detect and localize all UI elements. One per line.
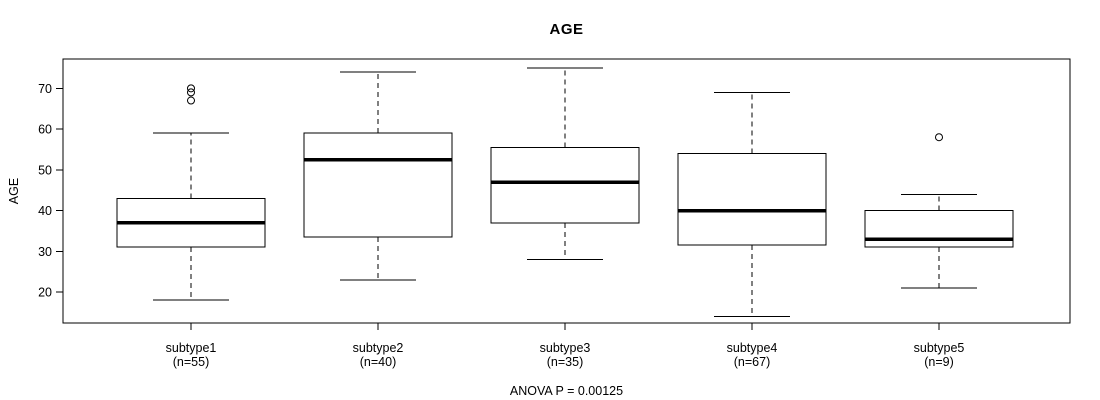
y-tick-label: 70 [38,82,52,96]
chart-title: AGE [549,21,584,38]
box-group-subtype2: subtype2(n=40) [303,71,453,369]
y-tick-label: 30 [38,245,52,259]
box-rect [677,153,827,246]
box-group-subtype3: subtype3(n=35) [490,67,640,369]
outlier-point [187,88,195,97]
box-rect [864,210,1014,248]
x-tick-label: subtype1 [166,341,217,355]
outlier-point [187,84,195,93]
x-tick-label: subtype4 [727,341,778,355]
box-group-subtype4: subtype4(n=67) [677,91,827,369]
x-tick-label: subtype2 [353,341,404,355]
box-group-subtype5: subtype5(n=9) [864,133,1014,369]
box-group-subtype1: subtype1(n=55) [116,84,266,369]
x-tick-label: subtype3 [540,341,591,355]
x-tick-label: subtype5 [914,341,965,355]
y-tick-label: 40 [38,204,52,218]
box-rect [490,146,640,224]
y-tick-label: 60 [38,123,52,137]
plot-border [62,58,1071,324]
x-tick-sublabel: (n=35) [547,355,583,369]
x-tick-sublabel: (n=55) [173,355,209,369]
y-tick-label: 20 [38,286,52,300]
outlier-point [187,96,195,105]
box-rect [303,132,453,238]
anova-p-text: ANOVA P = 0.00125 [509,384,624,398]
y-tick-label: 50 [38,163,52,177]
x-tick-sublabel: (n=67) [734,355,770,369]
x-tick-sublabel: (n=9) [924,355,954,369]
outlier-point [935,133,943,142]
x-tick-sublabel: (n=40) [360,355,396,369]
